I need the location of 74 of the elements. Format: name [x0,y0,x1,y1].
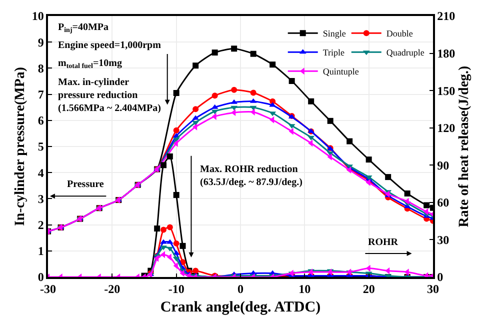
annotation: m$_{total fuel}$=10mg [58,58,122,70]
point [173,90,180,96]
point [173,127,180,134]
point [173,192,180,198]
annotation: Max. ROHR reduction (63.5J/deg. ~ 87.9J/deg.) [200,164,302,188]
point [212,92,218,99]
y2-tick-label: 150 [437,84,456,98]
point [424,202,430,208]
point [180,242,186,249]
point [160,162,166,168]
point [288,78,295,84]
legend-label: Quintuple [322,66,359,77]
annotation: ROHR [368,237,399,248]
legend-label: Single [322,28,346,39]
point [270,62,276,68]
point [404,190,410,196]
point [212,113,216,120]
y2-tick-label: 60 [437,196,450,210]
y2-tick-label: 30 [437,232,450,247]
y-tick-label: 3 [38,192,44,206]
annotation: P$_{inj}$=40MPa [58,22,109,34]
x-tick-label: -20 [104,282,120,296]
point [192,62,199,69]
y-tick-label: 1 [38,244,44,258]
point [250,50,256,57]
annotation: Pressure [67,179,104,190]
point [160,246,167,250]
point [212,50,218,56]
annotation: Max. in-cylinder pressure reduction (1.566MPa ~ 2.404MPa) [58,77,161,114]
point [192,268,199,274]
y2-tick-label: 120 [437,121,456,136]
point [250,90,256,96]
point [192,106,199,112]
point [160,239,167,244]
y2-tick-label: 180 [437,46,456,60]
x-tick-label: 0 [238,282,244,296]
y-tick-label: 4 [38,166,44,180]
x-tick-label: 10 [298,282,311,296]
point [231,86,238,93]
point [346,138,353,144]
legend-label: Double [386,28,413,39]
y-tick-label: 2 [38,218,44,232]
y-tick-label: 5 [38,140,44,154]
x-tick-label: 20 [362,282,375,296]
point [308,98,314,104]
annotation: Engine speed=1,000rpm [58,40,162,51]
x-tick-label: -10 [168,282,184,296]
point [327,118,334,124]
y-tick-label: 7 [38,88,44,102]
y2-axis-title: Rate of heat release(J/deg.) [456,65,472,228]
y-tick-label: 8 [38,61,44,76]
y2-tick-label: 0 [437,270,444,284]
point [366,179,370,186]
y2-tick-label: 90 [437,158,450,172]
point [366,156,372,163]
point [166,153,173,160]
legend-label: Triple [322,48,345,58]
point [173,240,180,246]
point [160,226,166,233]
legend-label: Quadruple [386,48,424,58]
x-tick-label: -30 [40,282,56,296]
point [154,226,160,232]
y-tick-label: 9 [38,35,44,50]
point [231,46,238,52]
y-tick-label: 0 [38,270,44,284]
y-axis-title: In-cylinder pressure(MPa) [12,66,28,226]
x-axis-title: Crank angle(deg. ATDC) [160,300,321,316]
point [385,174,392,180]
y-tick-label: 10 [32,9,44,24]
x-tick-label: 30 [427,282,439,296]
y2-tick-label: 210 [437,9,456,24]
y-tick-label: 6 [38,114,44,128]
point [404,268,409,276]
point [166,224,173,230]
